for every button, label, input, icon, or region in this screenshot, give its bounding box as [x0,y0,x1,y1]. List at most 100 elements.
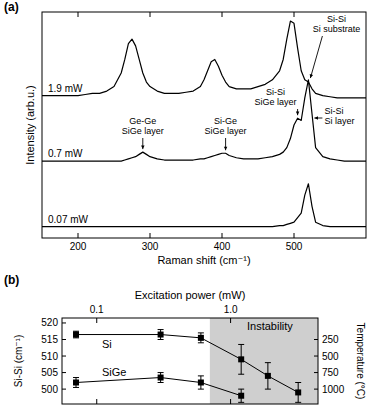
annotation: Si-Si [266,87,285,97]
error-bar [238,344,244,374]
error-bar-cap [265,389,271,390]
panel-label: (a) [4,0,19,14]
series-label: 1.9 mW [48,83,83,94]
tick-label: 500 [286,241,303,252]
error-bar-cap [238,389,244,390]
data-point [238,393,244,399]
error-bar-cap [73,377,79,378]
tick-label: 515 [41,334,58,345]
error-bar [295,383,301,403]
tick [222,233,223,238]
data-point [73,380,79,386]
arrow-head [310,74,313,78]
error-bar-cap [198,342,204,343]
tick [230,318,231,323]
series-group [73,330,301,403]
error-bar-cap [158,329,164,330]
tick [314,339,318,340]
axis-title: Raman shift (cm⁻¹) [157,254,250,266]
tick-label: 750 [322,367,339,378]
tick-label: 250 [322,334,339,345]
panel-label: (b) [4,273,19,287]
tick [294,233,295,238]
plot-area [42,21,366,227]
error-bar-cap [198,332,204,333]
error-bar-cap [295,382,301,383]
tick-label: 300 [142,241,159,252]
data-point [198,380,204,386]
plot-frame [62,318,318,404]
tick [314,356,318,357]
data-point [158,375,164,381]
series-label: SiGe [102,366,126,378]
error-bar-cap [158,382,164,383]
error-bar-cap [198,389,204,390]
arrow-head [314,116,318,119]
data-point [158,332,164,338]
spectrum-line [42,21,366,98]
error-bar [198,376,204,389]
tick [96,399,97,404]
tick [62,339,66,340]
error-bar-cap [265,362,271,363]
data-point [238,356,244,362]
tick-label: 400 [214,241,231,252]
error-bar-cap [73,387,79,388]
error-bar-cap [238,402,244,403]
error-bar-cap [158,372,164,373]
spectrum-line [42,184,366,227]
tick [294,12,295,17]
annotation: Ge-Ge [129,116,156,126]
series-label: 0.7 mW [48,148,83,159]
region-label: Instability [247,320,293,332]
data-point [198,335,204,341]
tick [62,322,66,323]
annotation: Si-Ge [214,116,237,126]
spectrum-line [42,80,366,161]
error-bar-cap [238,374,244,375]
error-bar-cap [238,344,244,345]
tick-label: 1000 [322,384,345,395]
arrow-head [224,147,227,151]
tick-label: 500 [41,384,58,395]
axis-title: Excitation power (mW) [135,289,246,301]
error-bar [158,330,164,340]
error-bar [198,333,204,343]
arrow-head [141,146,144,150]
error-bar-cap [198,375,204,376]
axis-title: Si-Si (cm⁻¹) [13,335,24,388]
tick [62,372,66,373]
tick [62,356,66,357]
data-point [265,373,271,379]
tick [78,12,79,17]
tick [150,233,151,238]
tick-label: 1.0 [224,304,238,315]
plot-frame [42,12,366,238]
series-label: 0.07 mW [48,214,89,225]
error-bar [73,331,79,338]
error-bar-cap [295,402,301,403]
axis-title: Temperature (°C) [355,323,366,400]
tick [96,318,97,323]
axis-title: Intensity (arb.u.) [24,85,36,164]
tick-label: 520 [41,317,58,328]
tick-label: 510 [41,351,58,362]
tick-label: 200 [70,241,87,252]
error-bar [238,389,244,402]
tick [78,233,79,238]
annotation: SiGe layer [122,126,164,136]
arrow-head [296,112,299,116]
tick [314,389,318,390]
annotation: Si substrate [313,24,361,34]
error-bar [158,373,164,383]
tick [230,399,231,404]
series-line [76,335,298,393]
tick [222,12,223,17]
annotation: Si-Si [327,14,346,24]
tick [62,389,66,390]
annotation-arrow [310,36,322,78]
data-point [295,389,301,395]
annotation: SiGe layer [205,126,247,136]
tick [150,12,151,17]
annotation: SiGe layer [255,97,297,107]
